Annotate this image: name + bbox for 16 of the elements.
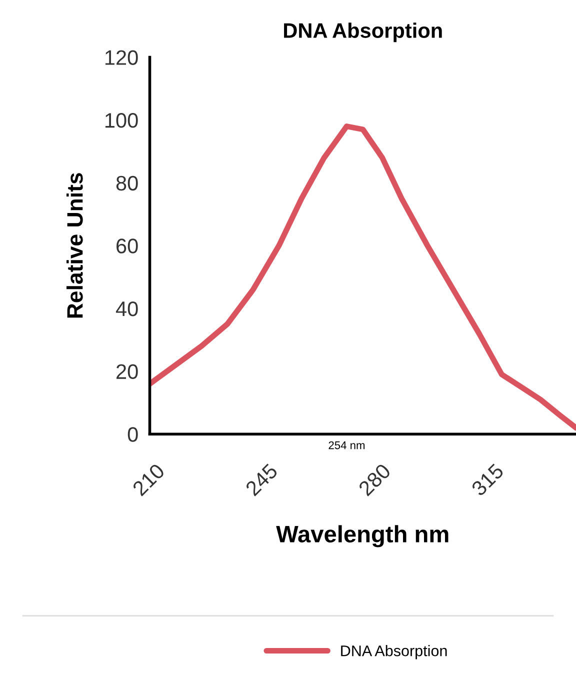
y-axis-title: Relative Units [66,173,83,318]
x-tick-label: 210 [132,462,166,497]
x-tick-label: 280 [358,462,392,497]
y-tick-label: 60 [116,238,138,254]
x-axis-title: Wavelength nm [276,525,448,548]
x-tick-label: 315 [470,462,504,497]
y-tick-label: 120 [105,50,138,65]
legend-label: DNA Absorption [341,645,447,660]
y-tick-label: 100 [105,113,138,128]
y-tick-label: 40 [116,301,138,316]
chart-title: DNA Absorption [284,22,442,42]
x-tick-label: 245 [244,462,278,497]
y-tick-label: 20 [116,364,138,380]
y-tick-label: 80 [116,176,138,191]
text: 254 nm [328,441,365,450]
y-tick-label: 0 [128,427,138,442]
